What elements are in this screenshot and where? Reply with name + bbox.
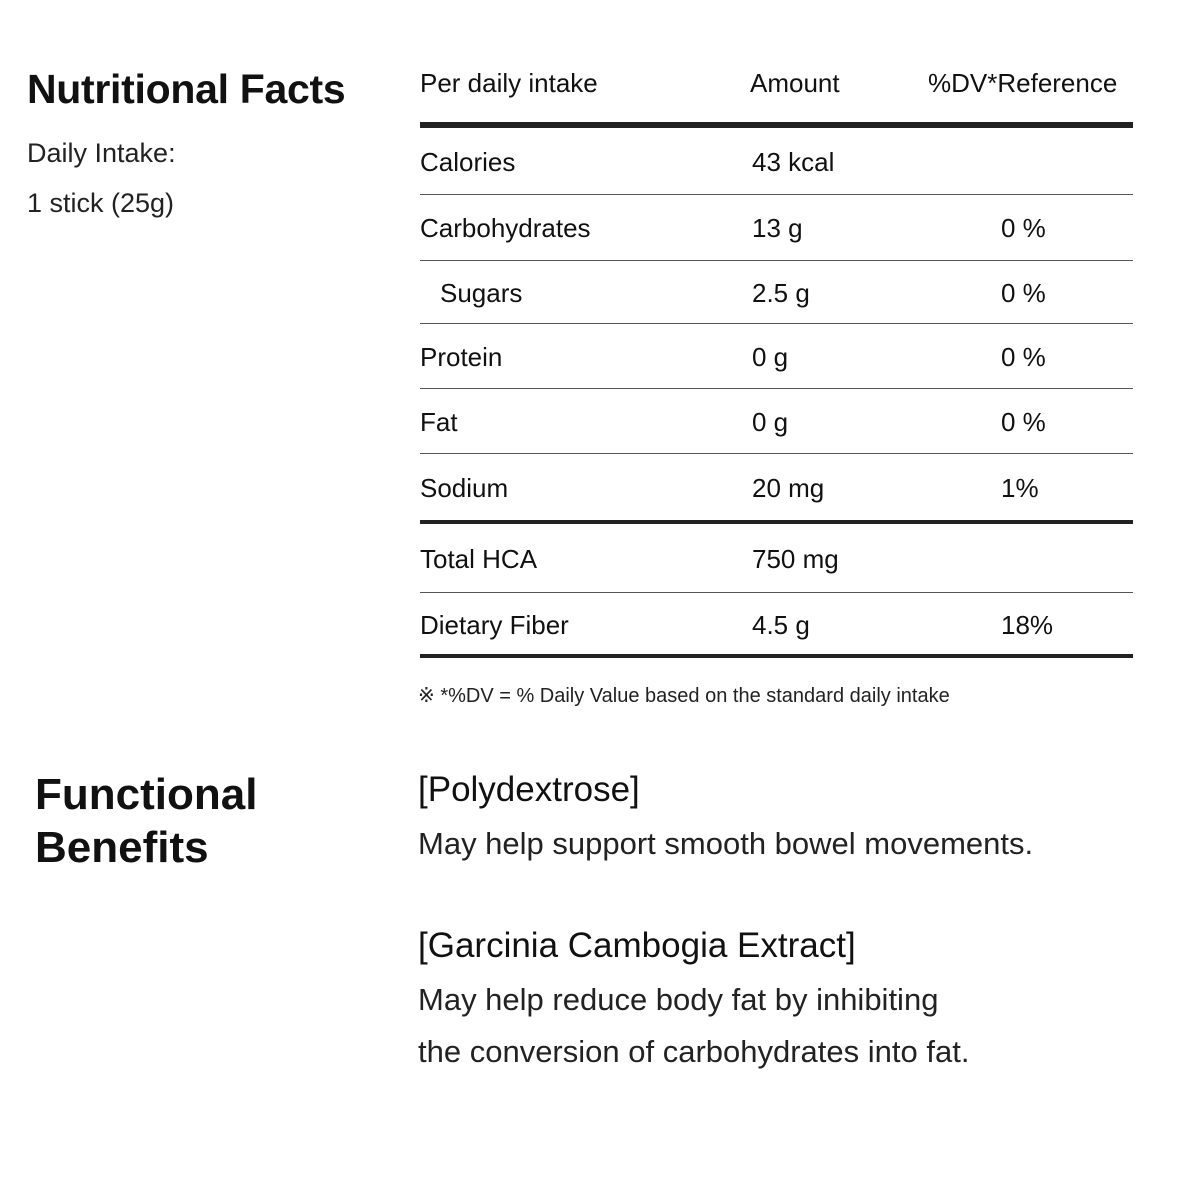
nutrient-amount: 4.5 g [752, 609, 810, 640]
nutrient-dv: 0 % [1001, 277, 1046, 308]
column-header: %DV*Reference [928, 68, 1118, 98]
nutrient-name: Calories [420, 146, 516, 177]
nutrient-name: Total HCA [420, 543, 538, 574]
nutrient-name: Dietary Fiber [420, 609, 569, 640]
row-rule [420, 194, 1133, 195]
nutrient-name: Protein [420, 341, 503, 372]
row-rule [420, 592, 1133, 593]
benefit-text: the conversion of carbohydrates into fat… [418, 1034, 970, 1069]
nutrient-amount: 0 g [752, 341, 789, 372]
nutrient-dv: 1% [1001, 473, 1039, 503]
intake-value: 1 stick (25g) [27, 188, 175, 218]
group-rule [420, 654, 1133, 658]
nutrient-name: Carbohydrates [420, 213, 591, 243]
nutrient-name: Fat [420, 406, 458, 437]
section-title: Functional Benefits [35, 770, 258, 872]
row-rule [420, 453, 1133, 454]
nutrient-dv: 0 % [1001, 406, 1046, 437]
benefit-text: May help support smooth bowel movements. [418, 826, 1034, 861]
table-rule [420, 122, 1133, 128]
nutrient-amount: 750 mg [752, 543, 839, 574]
nutrient-amount: 13 g [752, 213, 803, 243]
benefit-text: May help reduce body fat by inhibiting [418, 982, 939, 1017]
nutrient-name: Sugars [440, 277, 523, 308]
nutrient-amount: 43 kcal [752, 146, 835, 177]
row-rule [420, 260, 1133, 261]
nutrient-dv: 0 % [1001, 341, 1046, 372]
column-header: Amount [750, 68, 840, 98]
column-header: Per daily intake [420, 68, 598, 98]
nutrient-dv: 0 % [1001, 213, 1046, 243]
group-rule [420, 520, 1133, 524]
footnote: ※ *%DV = % Daily Value based on the stan… [418, 685, 950, 707]
benefit-heading: [Polydextrose] [418, 770, 640, 809]
nutrient-amount: 20 mg [752, 473, 825, 503]
row-rule [420, 323, 1133, 324]
nutrient-name: Sodium [420, 473, 509, 503]
intake-label: Daily Intake: [27, 138, 176, 168]
benefit-heading: [Garcinia Cambogia Extract] [418, 926, 856, 965]
section-title: Nutritional Facts [27, 66, 346, 112]
nutrient-amount: 2.5 g [752, 277, 810, 308]
nutrient-amount: 0 g [752, 406, 789, 437]
row-rule [420, 388, 1133, 389]
nutrient-dv: 18% [1001, 609, 1054, 640]
